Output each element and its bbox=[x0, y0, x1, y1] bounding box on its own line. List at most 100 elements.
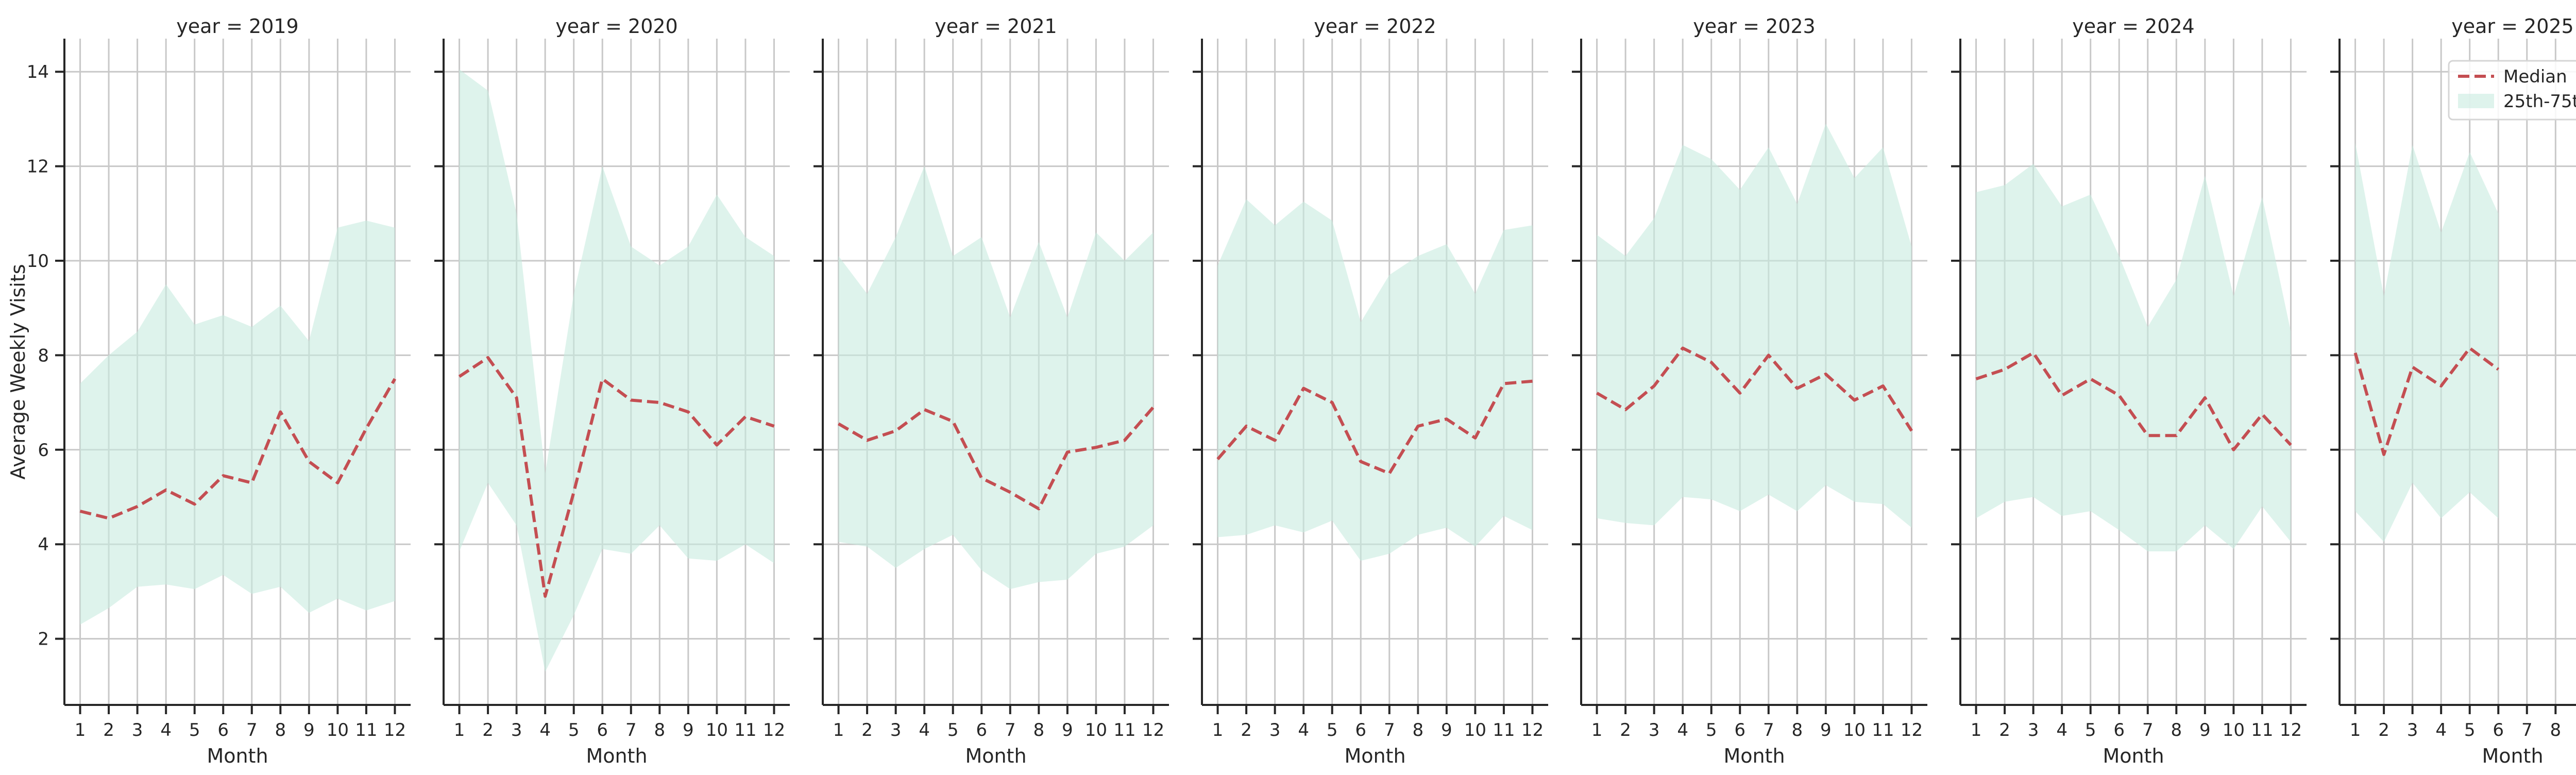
x-tick-label: 7 bbox=[1384, 720, 1395, 740]
x-tick-label: 10 bbox=[1843, 720, 1866, 740]
x-tick-label: 4 bbox=[919, 720, 930, 740]
median-line bbox=[2353, 346, 2499, 456]
x-tick-label: 4 bbox=[539, 720, 551, 740]
x-tick-label: 4 bbox=[1677, 720, 1688, 740]
facet-title: year = 2023 bbox=[1693, 15, 1815, 38]
x-tick-label: 6 bbox=[976, 720, 987, 740]
x-tick-label: 12 bbox=[1142, 720, 1164, 740]
x-tick-label: 9 bbox=[1441, 720, 1452, 740]
x-tick-label: 12 bbox=[2280, 720, 2302, 740]
x-tick-label: 3 bbox=[132, 720, 143, 740]
x-tick-label: 2 bbox=[1620, 720, 1631, 740]
x-tick-label: 1 bbox=[833, 720, 844, 740]
x-tick-label: 12 bbox=[763, 720, 785, 740]
x-axis-label: Month bbox=[2103, 745, 2164, 767]
percentile-band bbox=[80, 221, 395, 625]
x-tick-label: 8 bbox=[654, 720, 665, 740]
x-tick-label: 6 bbox=[217, 720, 229, 740]
percentile-band bbox=[1976, 164, 2291, 551]
x-tick-label: 5 bbox=[568, 720, 580, 740]
x-tick-label: 11 bbox=[355, 720, 377, 740]
x-tick-label: 9 bbox=[1820, 720, 1832, 740]
x-tick-label: 5 bbox=[1327, 720, 1338, 740]
x-tick-label: 6 bbox=[2493, 720, 2504, 740]
x-tick-label: 4 bbox=[160, 720, 172, 740]
x-tick-label: 2 bbox=[1999, 720, 2010, 740]
x-tick-label: 11 bbox=[1872, 720, 1894, 740]
x-tick-label: 7 bbox=[1763, 720, 1774, 740]
x-tick-label: 2 bbox=[482, 720, 494, 740]
x-tick-label: 1 bbox=[2350, 720, 2361, 740]
x-tick-label: 2 bbox=[2378, 720, 2389, 740]
x-tick-label: 10 bbox=[1085, 720, 1107, 740]
x-tick-label: 8 bbox=[1412, 720, 1423, 740]
x-tick-label: 2 bbox=[861, 720, 873, 740]
x-tick-label: 9 bbox=[303, 720, 315, 740]
median-line bbox=[1216, 379, 1533, 475]
x-tick-label: 5 bbox=[947, 720, 959, 740]
x-tick-label: 8 bbox=[2171, 720, 2182, 740]
x-tick-label: 7 bbox=[246, 720, 258, 740]
x-tick-label: 6 bbox=[1734, 720, 1745, 740]
x-tick-label: 7 bbox=[2142, 720, 2154, 740]
x-axis-label: Month bbox=[965, 745, 1026, 767]
median-line bbox=[1975, 351, 2292, 451]
x-tick-label: 3 bbox=[1649, 720, 1660, 740]
x-tick-label: 4 bbox=[2056, 720, 2067, 740]
median-line bbox=[79, 378, 397, 520]
x-tick-label: 7 bbox=[2521, 720, 2533, 740]
facet-title: year = 2025 bbox=[2451, 15, 2573, 38]
x-tick-label: 9 bbox=[2199, 720, 2211, 740]
x-tick-label: 5 bbox=[1706, 720, 1717, 740]
x-tick-label: 10 bbox=[1464, 720, 1486, 740]
x-tick-label: 12 bbox=[1901, 720, 1923, 740]
x-tick-label: 3 bbox=[511, 720, 522, 740]
x-tick-label: 3 bbox=[1269, 720, 1281, 740]
x-tick-label: 6 bbox=[2113, 720, 2125, 740]
x-tick-label: 10 bbox=[2223, 720, 2245, 740]
x-tick-label: 5 bbox=[2085, 720, 2096, 740]
x-tick-label: 10 bbox=[327, 720, 349, 740]
x-tick-label: 8 bbox=[275, 720, 286, 740]
percentile-band bbox=[1597, 124, 1912, 528]
facet-title: year = 2024 bbox=[2072, 15, 2194, 38]
y-tick-label: 14 bbox=[27, 62, 49, 82]
x-tick-label: 11 bbox=[734, 720, 756, 740]
x-tick-label: 3 bbox=[890, 720, 902, 740]
x-tick-label: 7 bbox=[625, 720, 637, 740]
y-tick-label: 4 bbox=[38, 534, 49, 555]
x-axis-label: Month bbox=[1344, 745, 1405, 767]
y-tick-label: 8 bbox=[38, 345, 49, 366]
x-tick-label: 11 bbox=[2251, 720, 2273, 740]
x-tick-label: 1 bbox=[454, 720, 465, 740]
x-tick-label: 10 bbox=[706, 720, 728, 740]
x-tick-label: 11 bbox=[1113, 720, 1136, 740]
x-tick-label: 2 bbox=[1241, 720, 1252, 740]
y-axis-label: Average Weekly Visits bbox=[7, 264, 29, 479]
percentile-band bbox=[2355, 142, 2499, 542]
x-tick-label: 6 bbox=[597, 720, 608, 740]
x-axis-label: Month bbox=[2482, 745, 2543, 767]
x-axis-label: Month bbox=[207, 745, 268, 767]
legend-median-label: Median bbox=[2503, 66, 2567, 87]
x-tick-label: 9 bbox=[1062, 720, 1073, 740]
x-tick-label: 12 bbox=[384, 720, 406, 740]
x-tick-label: 5 bbox=[189, 720, 200, 740]
x-tick-label: 5 bbox=[2464, 720, 2476, 740]
x-tick-label: 7 bbox=[1005, 720, 1016, 740]
median-line bbox=[838, 406, 1155, 511]
x-tick-label: 12 bbox=[1521, 720, 1544, 740]
y-tick-label: 6 bbox=[38, 440, 49, 461]
median-line bbox=[1596, 346, 1913, 432]
x-tick-label: 9 bbox=[683, 720, 694, 740]
facet-title: year = 2020 bbox=[555, 15, 677, 38]
x-tick-label: 11 bbox=[1493, 720, 1515, 740]
x-tick-label: 1 bbox=[1971, 720, 1982, 740]
x-tick-label: 1 bbox=[75, 720, 86, 740]
y-tick-label: 12 bbox=[27, 157, 49, 177]
x-tick-label: 3 bbox=[2028, 720, 2039, 740]
percentile-band bbox=[838, 166, 1154, 589]
x-tick-label: 8 bbox=[1791, 720, 1803, 740]
x-tick-label: 4 bbox=[1298, 720, 1309, 740]
